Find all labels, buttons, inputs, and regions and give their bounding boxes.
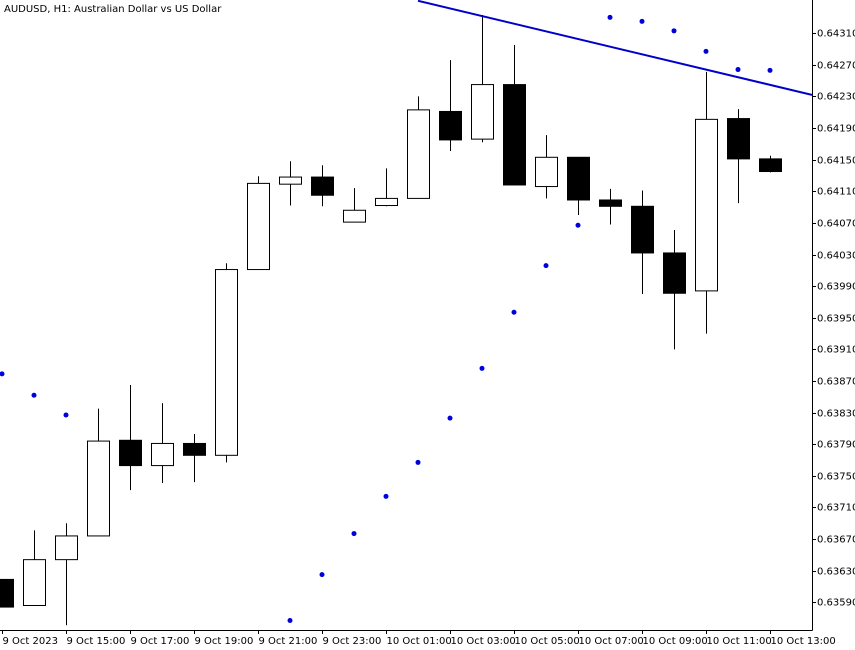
x-tick-label: 10 Oct 05:00 — [515, 636, 580, 647]
x-tick-label: 9 Oct 23:00 — [323, 636, 382, 647]
x-tick-label: 10 Oct 13:00 — [771, 636, 836, 647]
y-tick-label: 0.63790 — [817, 440, 855, 451]
x-tick-label: 9 Oct 2023 — [3, 636, 58, 647]
candle-body — [727, 118, 750, 160]
sar-dot — [351, 531, 357, 537]
y-tick-label: 0.64030 — [817, 251, 855, 262]
y-tick-label: 0.63870 — [817, 377, 855, 388]
sar-dot — [319, 572, 325, 578]
candle-body — [695, 118, 718, 292]
candle-body — [631, 205, 654, 254]
candle-body — [0, 578, 14, 608]
candle-body — [535, 156, 558, 188]
candle-body — [183, 442, 206, 456]
candle-body — [503, 84, 526, 186]
candle-body — [247, 182, 270, 271]
x-tick-label: 10 Oct 03:00 — [451, 636, 516, 647]
x-tick-label: 9 Oct 19:00 — [195, 636, 254, 647]
sar-dot — [0, 371, 5, 377]
y-tick-label: 0.64230 — [817, 92, 855, 103]
x-tick-label: 10 Oct 01:00 — [387, 636, 452, 647]
candle-body — [119, 439, 142, 467]
plot-area — [0, 0, 812, 626]
sar-dot — [767, 67, 773, 73]
candle-body — [279, 176, 302, 185]
y-tick-label: 0.63750 — [817, 472, 855, 483]
candle-body — [55, 535, 78, 561]
y-tick-label: 0.64270 — [817, 61, 855, 72]
x-tick-label: 10 Oct 09:00 — [643, 636, 708, 647]
y-tick-label: 0.63630 — [817, 567, 855, 578]
x-tick-label: 9 Oct 17:00 — [131, 636, 190, 647]
y-tick-label: 0.64310 — [817, 29, 855, 40]
candle-body — [87, 440, 110, 537]
candle-body — [663, 252, 686, 294]
candle-body — [215, 269, 238, 456]
candle-body — [567, 156, 590, 201]
y-tick-label: 0.64070 — [817, 219, 855, 230]
x-tick-label: 9 Oct 21:00 — [259, 636, 318, 647]
y-tick-label: 0.63910 — [817, 345, 855, 356]
candle-body — [23, 559, 46, 606]
candle-body — [599, 199, 622, 207]
y-tick-label: 0.64190 — [817, 124, 855, 135]
y-tick-label: 0.63950 — [817, 314, 855, 325]
candle-body — [439, 110, 462, 141]
sar-dot — [415, 459, 421, 465]
sar-dot — [287, 618, 293, 624]
sar-dot — [671, 28, 677, 34]
y-tick-label: 0.63990 — [817, 282, 855, 293]
sar-dot — [639, 18, 645, 24]
y-tick-label: 0.63670 — [817, 535, 855, 546]
sar-dot — [511, 309, 517, 315]
sar-dot — [31, 392, 37, 398]
sar-dot — [383, 493, 389, 499]
sar-dot — [447, 415, 453, 421]
x-tick-label: 10 Oct 11:00 — [707, 636, 772, 647]
trendline — [417, 0, 812, 96]
chart-title: AUDUSD, H1: Australian Dollar vs US Doll… — [4, 4, 222, 15]
x-tick-label: 9 Oct 15:00 — [67, 636, 126, 647]
sar-dot — [543, 263, 549, 269]
y-tick-label: 0.64110 — [817, 187, 855, 198]
y-tick-label: 0.63710 — [817, 503, 855, 514]
sar-dot — [63, 412, 69, 418]
candle-body — [151, 442, 174, 467]
candle-body — [407, 109, 430, 199]
candle-body — [343, 209, 366, 223]
candle-body — [311, 176, 334, 196]
y-tick-label: 0.63830 — [817, 409, 855, 420]
sar-dot — [607, 14, 613, 20]
y-tick-label: 0.63590 — [817, 598, 855, 609]
candle-body — [471, 84, 494, 140]
sar-dot — [575, 222, 581, 228]
sar-dot — [479, 365, 485, 371]
x-tick-label: 10 Oct 07:00 — [579, 636, 644, 647]
candle-body — [759, 158, 782, 173]
sar-dot — [703, 48, 709, 54]
sar-dot — [735, 67, 741, 73]
y-tick-label: 0.64150 — [817, 156, 855, 167]
candle-body — [375, 197, 398, 207]
